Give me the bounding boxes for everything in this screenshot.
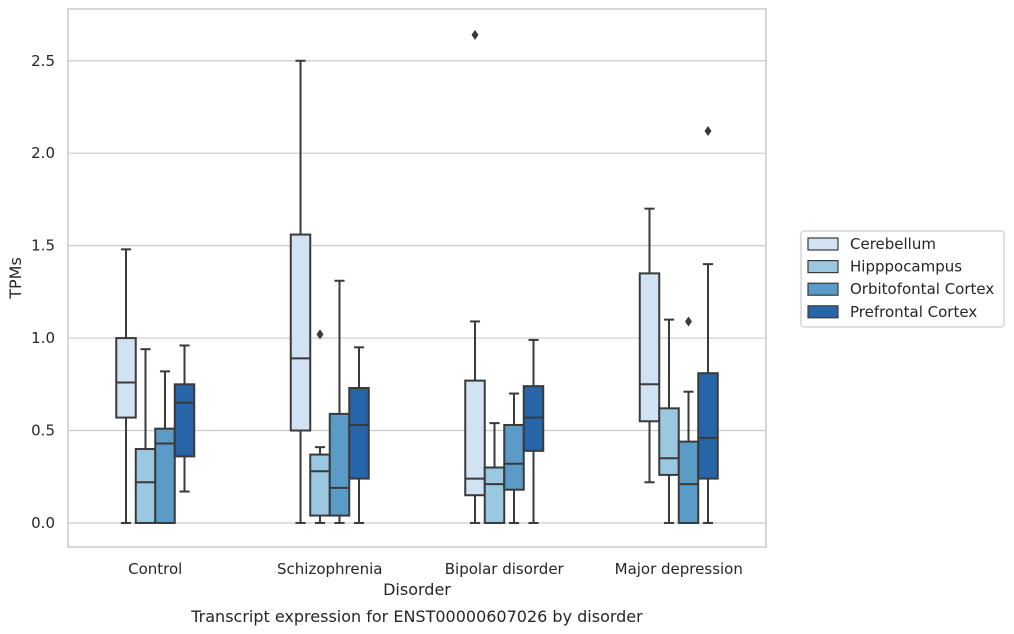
series-hipppocampus — [134, 318, 680, 524]
legend-swatch — [807, 305, 839, 319]
box-hipppocampus — [134, 348, 157, 524]
y-tick-label: 0.0 — [31, 514, 55, 532]
box-series — [115, 29, 719, 524]
box-orbitofontal-cortex — [328, 279, 351, 524]
x-axis-label: Disorder — [383, 580, 451, 599]
plot-frame — [67, 8, 767, 548]
outlier-point — [685, 316, 692, 327]
box-iqr — [309, 453, 331, 517]
box-iqr — [658, 407, 680, 476]
y-tick-label: 0.5 — [31, 422, 55, 440]
legend-frame — [800, 230, 1005, 328]
box-iqr — [173, 383, 196, 458]
box-iqr — [483, 466, 506, 524]
legend-label: Hipppocampus — [850, 258, 962, 276]
box-orbitofontal-cortex — [503, 392, 525, 524]
box-prefrontal-cortex — [173, 344, 196, 493]
y-tick-label: 1.0 — [31, 329, 55, 347]
box-iqr — [289, 233, 312, 432]
legend-label: Cerebellum — [850, 235, 936, 253]
box-iqr — [328, 412, 351, 517]
box-hipppocampus — [309, 329, 331, 524]
legend-swatch — [807, 282, 839, 296]
box-prefrontal-cortex — [697, 126, 719, 524]
legend-swatch — [807, 260, 839, 274]
series-cerebellum — [115, 29, 661, 524]
box-iqr — [677, 440, 700, 524]
box-iqr — [638, 272, 661, 423]
outlier-point — [471, 29, 479, 40]
box-orbitofontal-cortex — [677, 316, 700, 524]
y-tick-label: 2.5 — [31, 52, 55, 70]
series-prefrontal-cortex — [173, 126, 719, 524]
y-tick-label: 2.0 — [31, 144, 55, 162]
box-iqr — [348, 387, 370, 480]
box-iqr — [464, 379, 486, 497]
box-prefrontal-cortex — [522, 338, 545, 524]
outlier-point — [316, 329, 324, 340]
y-axis-ticks: 0.0 0.5 1.0 1.5 2.0 2.5 — [31, 52, 55, 532]
box-cerebellum — [289, 59, 312, 524]
legend-swatch — [807, 237, 839, 251]
y-axis-label: TPMs — [6, 257, 25, 300]
box-iqr — [134, 448, 157, 524]
legend-label: Prefrontal Cortex — [850, 303, 977, 321]
box-orbitofontal-cortex — [154, 370, 176, 524]
legend: Cerebellum Hipppocampus Orbitofontal Corte… — [800, 230, 1005, 328]
box-iqr — [115, 337, 137, 419]
box-hipppocampus — [658, 318, 680, 524]
chart-caption: Transcript expression for ENST0000060702… — [190, 607, 643, 626]
legend-label: Orbitofontal Cortex — [850, 280, 994, 298]
series-orbitofontal-cortex — [154, 279, 700, 524]
box-prefrontal-cortex — [348, 346, 370, 524]
outlier-point — [704, 126, 712, 137]
box-cerebellum — [464, 29, 486, 524]
box-cerebellum — [115, 248, 137, 524]
box-iqr — [154, 427, 176, 524]
box-cerebellum — [638, 207, 661, 484]
x-tick-label: Major depression — [615, 560, 743, 578]
x-axis-ticks: Control Schizophrenia Bipolar disorder Majo… — [128, 560, 743, 578]
x-tick-label: Bipolar disorder — [445, 560, 565, 578]
box-iqr — [697, 372, 719, 480]
box-hipppocampus — [483, 422, 506, 524]
y-tick-label: 1.5 — [31, 237, 55, 255]
x-tick-label: Schizophrenia — [277, 560, 382, 578]
x-tick-label: Control — [128, 560, 182, 578]
box-iqr — [503, 423, 525, 491]
